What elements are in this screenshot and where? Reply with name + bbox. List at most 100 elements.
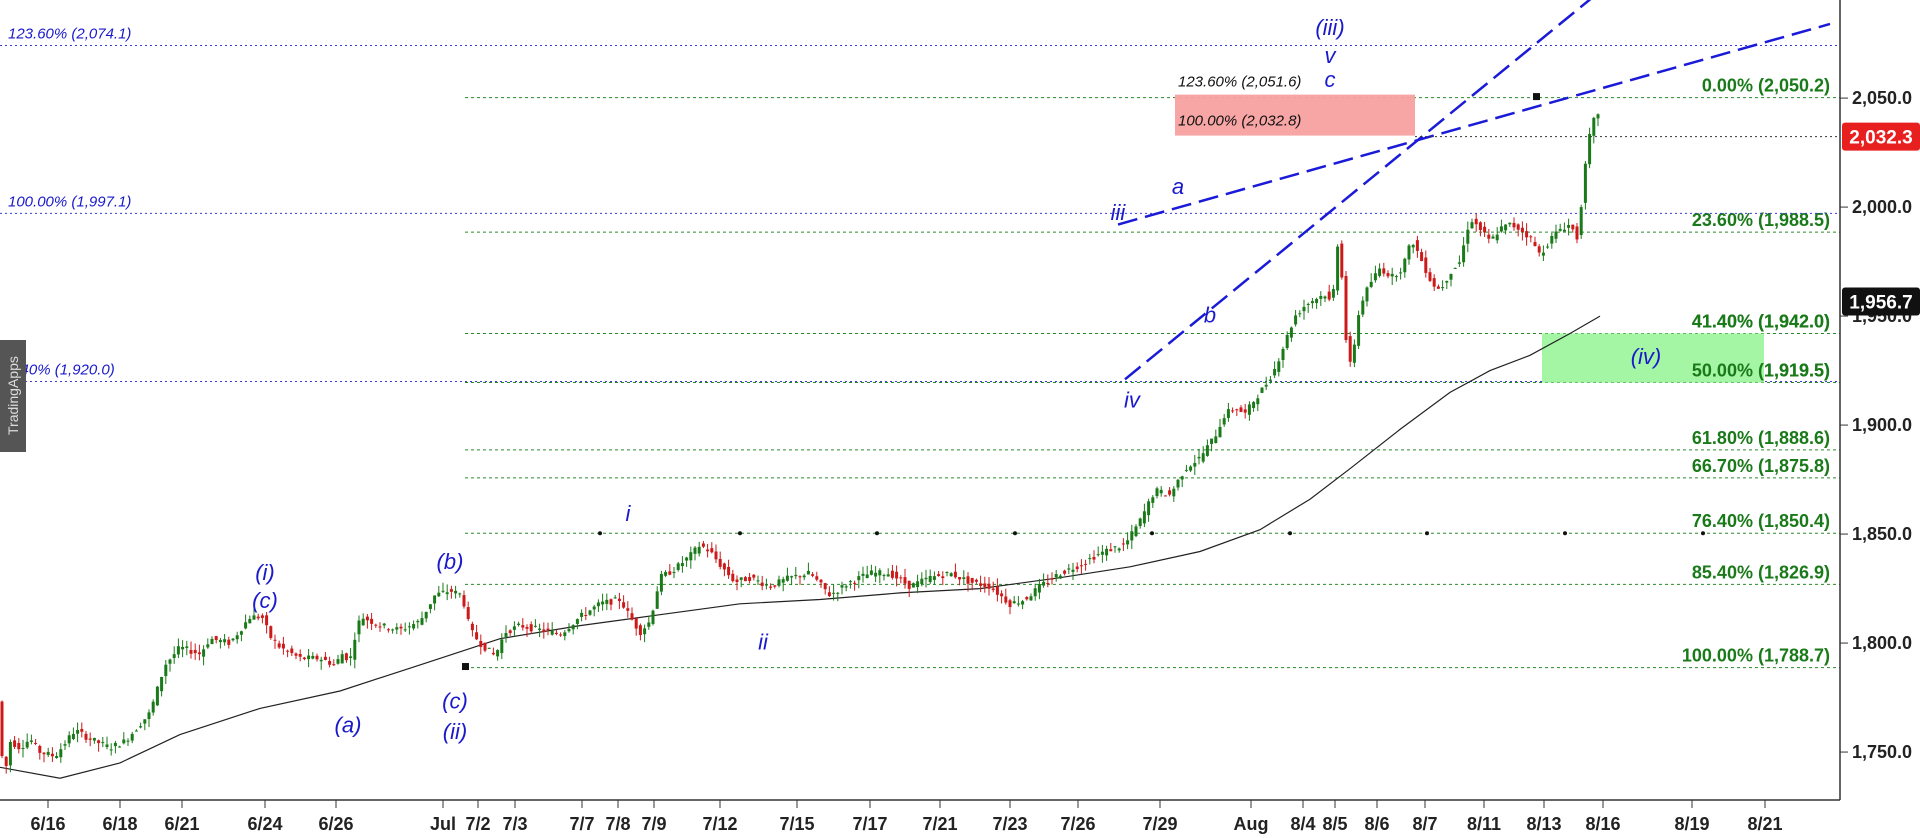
candle-body bbox=[1550, 235, 1554, 244]
time-cycle-dot bbox=[1563, 531, 1567, 536]
candle-body bbox=[664, 571, 668, 576]
candle-body bbox=[542, 629, 546, 633]
candle-body bbox=[882, 575, 886, 577]
wave-label: ii bbox=[758, 630, 769, 655]
candle-body bbox=[1281, 348, 1285, 361]
candle-body bbox=[483, 642, 487, 651]
y-tick-label: 2,050.0 bbox=[1852, 88, 1912, 108]
candle-body bbox=[1457, 262, 1461, 264]
candle-body bbox=[773, 585, 777, 587]
x-tick-label: 7/12 bbox=[702, 814, 737, 834]
candle-body bbox=[1222, 418, 1226, 425]
candle-body bbox=[403, 629, 407, 631]
candle-body bbox=[1327, 291, 1331, 300]
candle-body bbox=[1285, 334, 1289, 349]
time-cycle-dot bbox=[1150, 531, 1154, 536]
candle-body bbox=[1121, 543, 1125, 545]
candle-body bbox=[798, 576, 802, 578]
candle-body bbox=[1054, 574, 1058, 578]
candle-body bbox=[1487, 234, 1491, 239]
candle-body bbox=[1155, 488, 1159, 497]
candle-body bbox=[626, 608, 630, 611]
x-tick-label: 7/9 bbox=[641, 814, 666, 834]
candle-body bbox=[185, 646, 189, 648]
candle-body bbox=[475, 632, 479, 640]
candle-body bbox=[76, 730, 80, 734]
candle-body bbox=[1462, 245, 1466, 263]
candle-body bbox=[1000, 593, 1004, 597]
candle-body bbox=[1126, 540, 1130, 545]
ma-price-label: 1,956.7 bbox=[1849, 292, 1912, 313]
candle-body bbox=[323, 656, 327, 660]
candle-body bbox=[344, 653, 348, 661]
fib-level-label: 85.40% (1,826.9) bbox=[1692, 562, 1830, 582]
candle-body bbox=[554, 632, 558, 634]
candle-body bbox=[500, 639, 504, 653]
candle-body bbox=[584, 614, 588, 616]
candle-body bbox=[1029, 596, 1033, 601]
candle-body bbox=[407, 626, 411, 628]
candle-body bbox=[769, 586, 773, 588]
candle-body bbox=[466, 607, 470, 619]
candle-body bbox=[59, 749, 63, 758]
wave-label: iii bbox=[1111, 200, 1127, 225]
x-tick-label: 7/15 bbox=[779, 814, 814, 834]
candle-body bbox=[370, 618, 374, 624]
candle-body bbox=[546, 628, 550, 631]
candle-body bbox=[1436, 286, 1440, 289]
candle-body bbox=[416, 620, 420, 623]
candle-body bbox=[491, 652, 495, 655]
candle-body bbox=[1386, 273, 1390, 277]
candle-body bbox=[349, 656, 353, 658]
lower-trendline bbox=[1124, 0, 1592, 381]
fib-level-label-overlay: 50.00% (1,919.5) bbox=[1692, 361, 1830, 381]
fibonacci-levels: 0.00% (2,050.2) 23.60% (1,988.5) 41.40% (1… bbox=[0, 26, 1840, 669]
candle-body bbox=[1025, 597, 1029, 600]
candle-body bbox=[538, 628, 542, 630]
candle-body bbox=[42, 752, 46, 755]
x-tick-label: 7/21 bbox=[922, 814, 957, 834]
candle-body bbox=[269, 626, 273, 638]
candle-body bbox=[848, 581, 852, 583]
candle-body bbox=[470, 623, 474, 631]
candle-body bbox=[739, 577, 743, 580]
candle-body bbox=[895, 571, 899, 579]
candle-body bbox=[8, 741, 12, 766]
candle-body bbox=[836, 592, 840, 594]
candle-body bbox=[113, 742, 117, 747]
candle-body bbox=[155, 686, 159, 706]
candle-body bbox=[722, 563, 726, 570]
price-tags: 2,032.3 1,956.7 bbox=[1415, 122, 1920, 316]
fib-anchor bbox=[462, 663, 469, 671]
candle-body bbox=[1046, 583, 1050, 585]
candle-body bbox=[533, 625, 537, 627]
candle-body bbox=[815, 576, 819, 580]
candle-body bbox=[777, 579, 781, 586]
candle-body bbox=[1012, 601, 1016, 604]
x-tick-label: 6/24 bbox=[247, 814, 282, 834]
candle-body bbox=[1445, 280, 1449, 283]
candle-body bbox=[563, 632, 567, 637]
x-tick-label: 7/17 bbox=[852, 814, 887, 834]
candle-body bbox=[210, 638, 214, 645]
candle-body bbox=[1592, 117, 1596, 136]
candle-body bbox=[1298, 313, 1302, 315]
candle-body bbox=[134, 730, 138, 732]
candle-body bbox=[1306, 303, 1310, 305]
candle-body bbox=[1142, 511, 1146, 524]
candle-body bbox=[1273, 369, 1277, 376]
candle-body bbox=[17, 743, 21, 750]
candle-body bbox=[1113, 546, 1117, 548]
candle-body bbox=[752, 574, 756, 578]
candle-body bbox=[827, 592, 831, 597]
candle-body bbox=[101, 742, 105, 744]
candle-body bbox=[97, 740, 101, 744]
candle-body bbox=[294, 653, 298, 656]
candle-body bbox=[277, 643, 281, 648]
candle-body bbox=[949, 573, 953, 577]
candle-body bbox=[147, 712, 151, 720]
candle-body bbox=[252, 615, 256, 620]
fib-extension-label: 123.60% (2,074.1) bbox=[8, 26, 131, 43]
candle-body bbox=[617, 598, 621, 602]
candle-body bbox=[781, 579, 785, 583]
